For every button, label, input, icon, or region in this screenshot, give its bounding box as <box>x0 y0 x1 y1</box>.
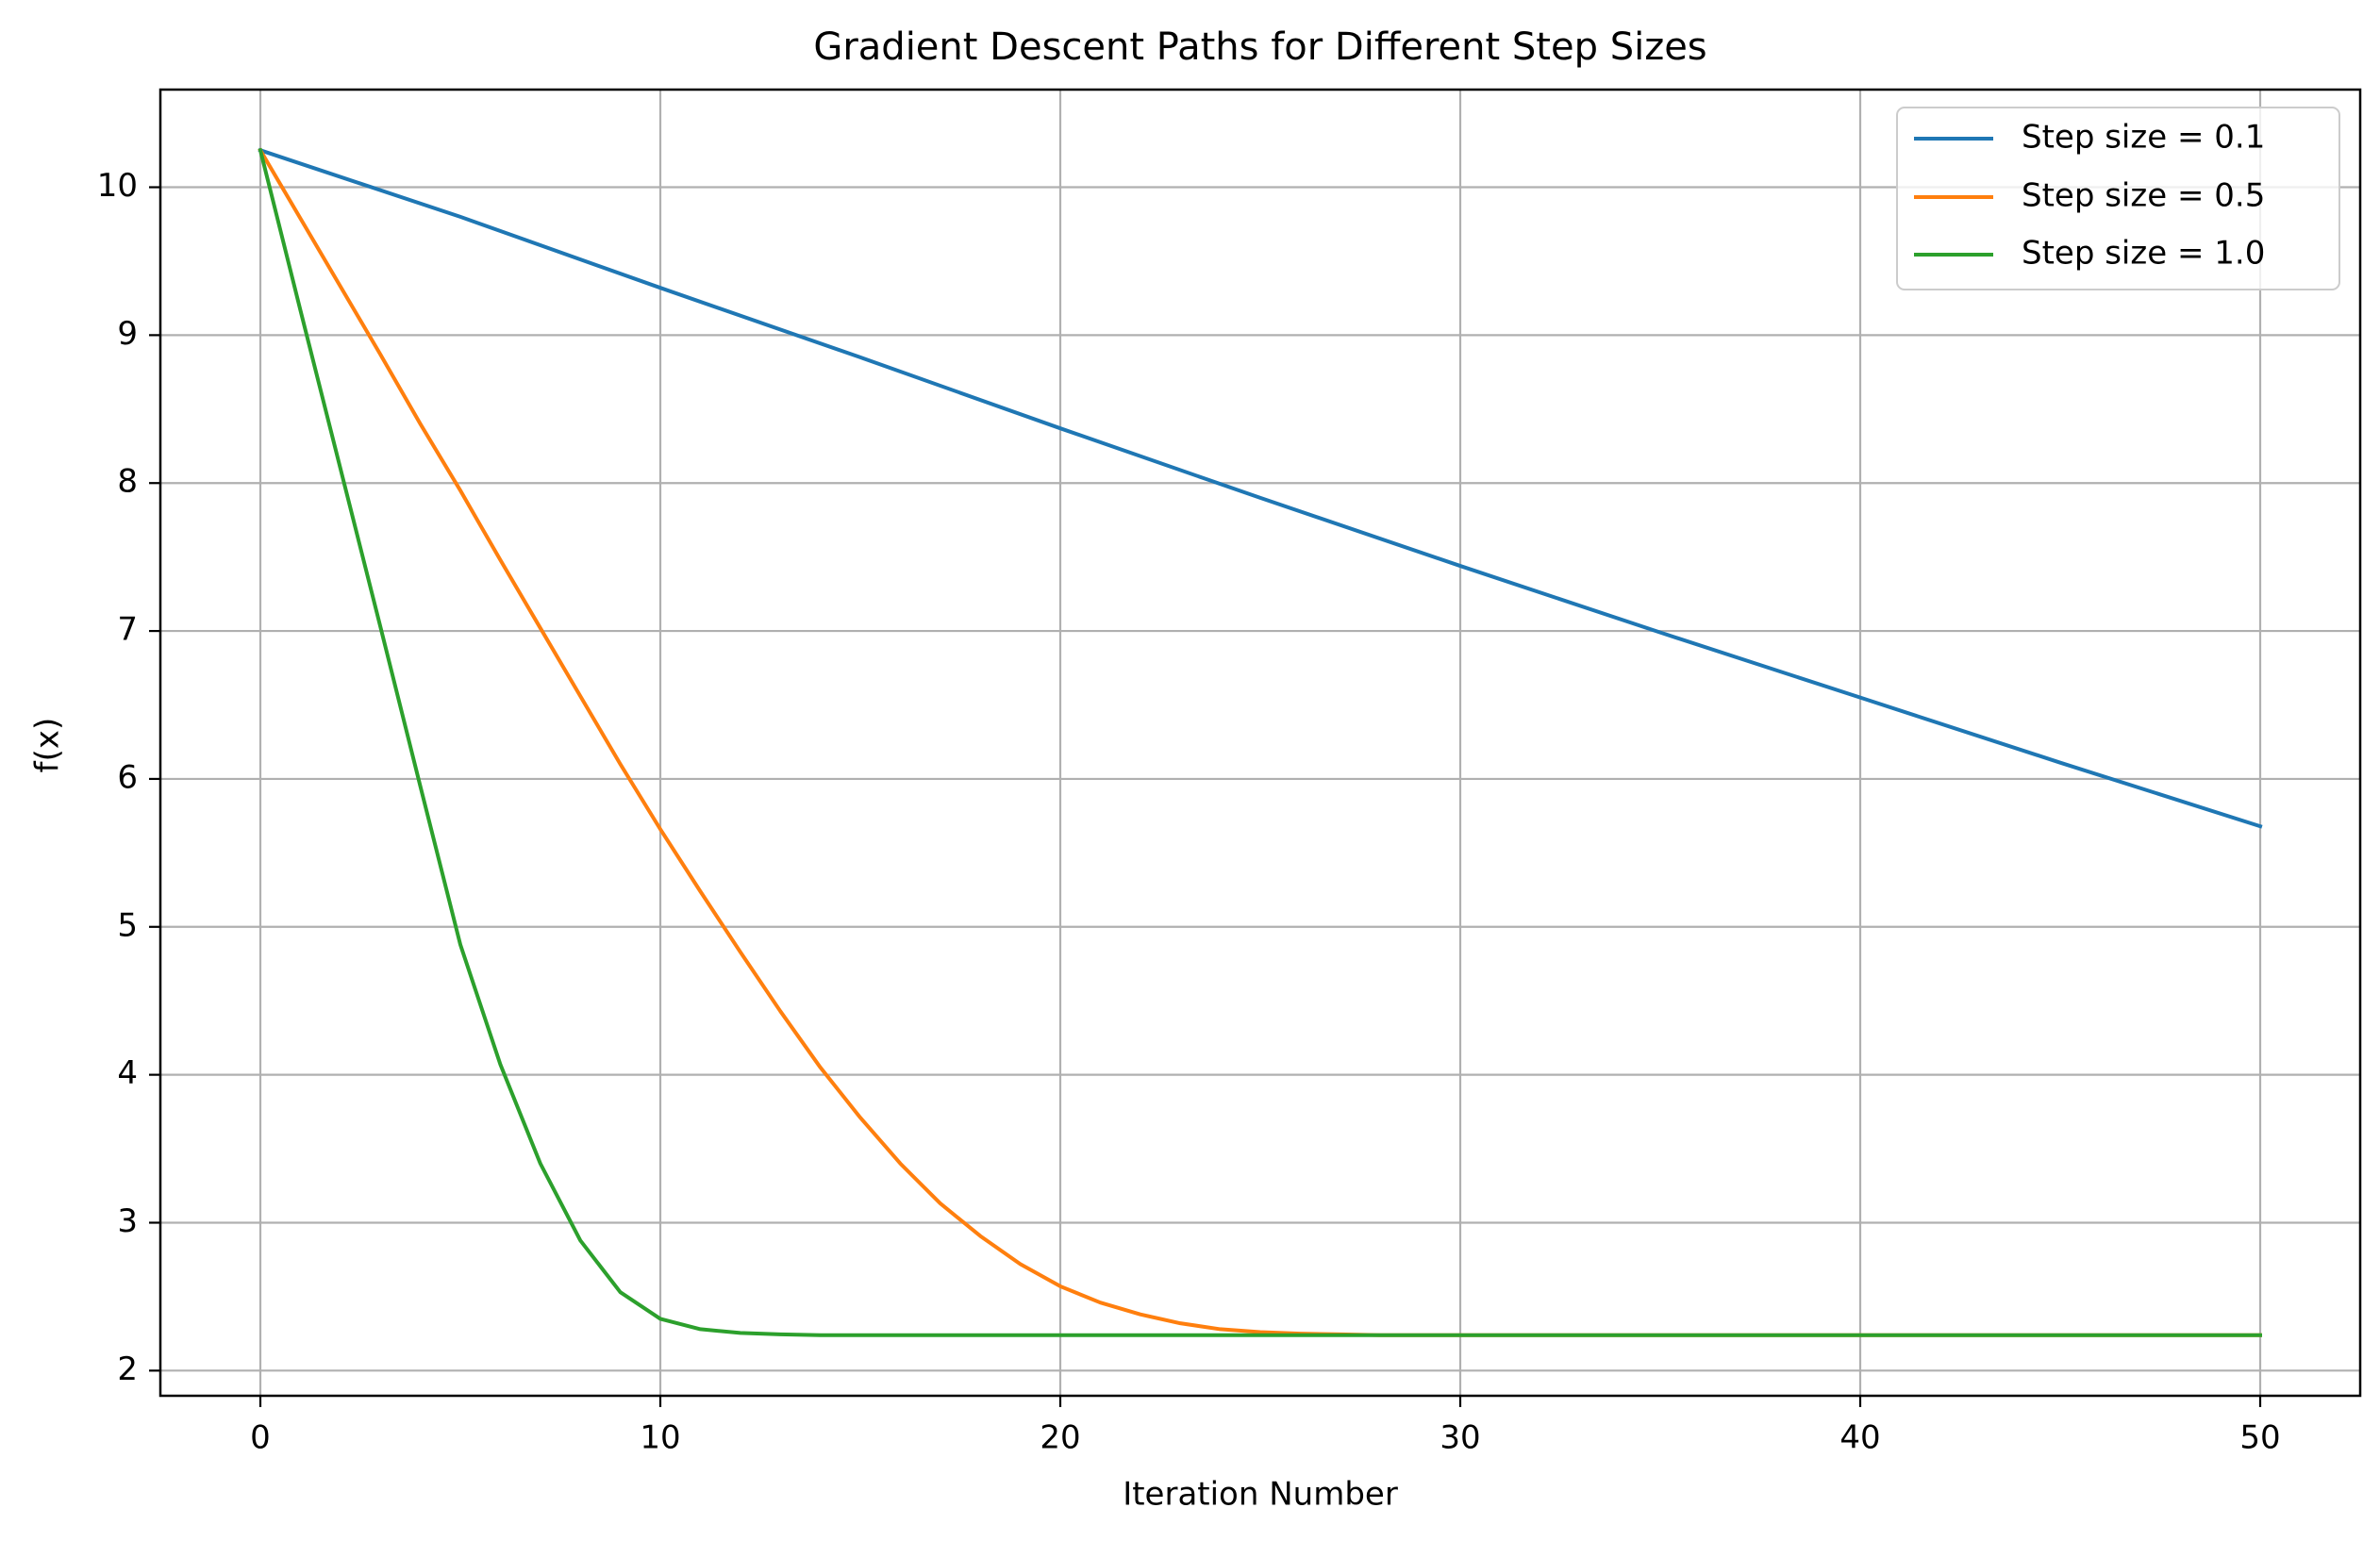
legend-label-series-3: Step size = 1.0 <box>2022 235 2265 273</box>
x-tick-label-40: 40 <box>1839 1419 1880 1457</box>
legend-label-series-1: Step size = 0.1 <box>2022 119 2265 157</box>
x-tick-label-20: 20 <box>1040 1419 1080 1457</box>
y-tick-label-8: 8 <box>117 463 138 501</box>
series-line-1 <box>258 147 2263 829</box>
x-axis: 0 10 20 30 40 50 <box>250 1396 2281 1457</box>
series-line-3 <box>258 147 2262 1337</box>
x-tick-label-30: 30 <box>1440 1419 1480 1457</box>
y-tick-label-9: 9 <box>117 315 138 353</box>
x-tick-label-0: 0 <box>250 1419 271 1457</box>
y-tick-label-6: 6 <box>117 758 138 796</box>
y-tick-label-2: 2 <box>117 1350 138 1388</box>
y-tick-label-3: 3 <box>117 1202 138 1240</box>
y-tick-label-5: 5 <box>117 906 138 944</box>
x-tick-label-10: 10 <box>640 1419 680 1457</box>
y-tick-label-7: 7 <box>117 611 138 649</box>
x-tick-label-50: 50 <box>2239 1419 2280 1457</box>
legend-box <box>1896 107 2340 290</box>
plot-area-frame <box>158 88 2362 1398</box>
y-axis-label: f(x) <box>29 718 67 773</box>
legend: Step size = 0.1 Step size = 0.5 Step siz… <box>1896 107 2340 290</box>
grid-lines <box>160 90 2360 1396</box>
x-axis-label: Iteration Number <box>1123 1476 1398 1514</box>
y-tick-label-10: 10 <box>97 167 138 205</box>
legend-label-series-2: Step size = 0.5 <box>2022 177 2265 215</box>
y-axis: 2 3 4 5 6 7 8 9 10 <box>97 167 160 1388</box>
chart-title: Gradient Descent Paths for Different Ste… <box>813 25 1706 69</box>
y-tick-label-4: 4 <box>117 1054 138 1092</box>
series-lines <box>258 147 2263 1337</box>
